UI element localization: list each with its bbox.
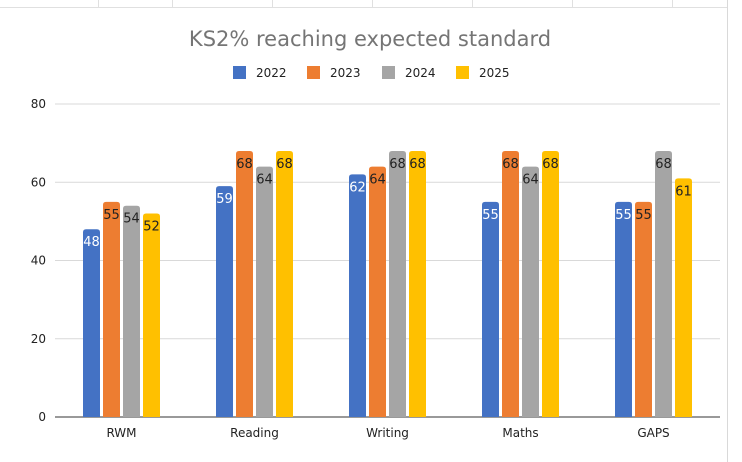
data-label-writing-2024: 68: [389, 157, 406, 172]
legend-label-2024: 2024: [405, 66, 436, 80]
bar-gaps-2022: [615, 201, 632, 417]
bar-writing-2022: [349, 174, 366, 417]
y-axis-ticks: 0 20 40 60 80: [31, 97, 46, 424]
bar-gaps-2025: [675, 178, 692, 417]
x-axis-categories: RWM Reading Writing Maths GAPS: [106, 426, 669, 440]
data-label-rwm-2025: 52: [143, 220, 160, 235]
legend-label-2025: 2025: [479, 66, 510, 80]
bar-writing-2024: [389, 150, 406, 417]
chart-bars: [83, 150, 692, 417]
data-label-rwm-2022: 48: [83, 235, 100, 250]
bar-rwm-2024: [123, 205, 140, 417]
bar-gaps-2023: [635, 201, 652, 417]
data-label-gaps-2025: 61: [675, 184, 692, 199]
data-label-gaps-2023: 55: [635, 208, 652, 223]
legend-swatch-2022: [233, 66, 246, 79]
bar-rwm-2025: [143, 213, 160, 417]
x-category-reading: Reading: [230, 426, 279, 440]
chart-gridlines: [55, 103, 720, 418]
y-tick-label: 80: [31, 97, 46, 111]
data-label-reading-2024: 64: [256, 173, 273, 188]
bar-reading-2025: [276, 150, 293, 417]
data-label-gaps-2022: 55: [615, 208, 632, 223]
bar-gaps-2024: [655, 150, 672, 417]
data-label-maths-2024: 64: [522, 173, 539, 188]
x-category-rwm: RWM: [106, 426, 136, 440]
bar-reading-2023: [236, 150, 253, 417]
legend-swatch-2024: [382, 66, 395, 79]
data-label-writing-2022: 62: [349, 180, 366, 195]
data-label-maths-2022: 55: [482, 208, 499, 223]
x-category-maths: Maths: [502, 426, 538, 440]
legend-swatch-2023: [307, 66, 320, 79]
bar-maths-2022: [482, 201, 499, 417]
y-tick-label: 20: [31, 332, 46, 346]
data-label-maths-2025: 68: [542, 157, 559, 172]
data-label-maths-2023: 68: [502, 157, 519, 172]
data-label-gaps-2024: 68: [655, 157, 672, 172]
bar-reading-2022: [216, 186, 233, 417]
x-category-gaps: GAPS: [637, 426, 669, 440]
data-label-reading-2023: 68: [236, 157, 253, 172]
legend-label-2022: 2022: [256, 66, 287, 80]
y-tick-label: 60: [31, 175, 46, 189]
bar-writing-2025: [409, 150, 426, 417]
data-label-writing-2025: 68: [409, 157, 426, 172]
sheet-edge: [727, 0, 742, 462]
data-label-reading-2022: 59: [216, 192, 233, 207]
legend-label-2023: 2023: [330, 66, 361, 80]
chart-legend: 2022 2023 2024 2025: [233, 66, 510, 80]
bar-maths-2025: [542, 150, 559, 417]
data-label-rwm-2024: 54: [123, 212, 140, 227]
data-label-writing-2023: 64: [369, 173, 386, 188]
bar-rwm-2023: [103, 201, 120, 417]
y-tick-label: 0: [38, 410, 46, 424]
bar-writing-2023: [369, 166, 386, 417]
data-label-rwm-2023: 55: [103, 208, 120, 223]
bar-reading-2024: [256, 166, 273, 417]
bar-rwm-2022: [83, 229, 100, 417]
bar-maths-2023: [502, 150, 519, 417]
legend-swatch-2025: [456, 66, 469, 79]
data-label-reading-2025: 68: [276, 157, 293, 172]
bar-maths-2024: [522, 166, 539, 417]
sheet-gridlines: [0, 0, 742, 8]
y-tick-label: 40: [31, 254, 46, 268]
x-category-writing: Writing: [366, 426, 409, 440]
chart-title: KS2% reaching expected standard: [189, 27, 551, 51]
